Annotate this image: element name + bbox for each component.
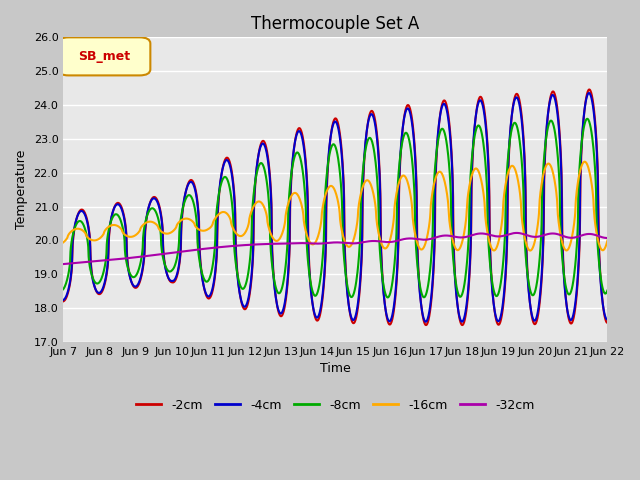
-16cm <box>540 173 547 179</box>
Line: -4cm: -4cm <box>63 93 607 322</box>
-32cm <box>241 242 249 248</box>
-4cm <box>420 315 428 321</box>
-8cm <box>584 116 591 122</box>
-16cm <box>241 230 249 236</box>
-32cm <box>167 250 175 256</box>
-8cm <box>492 292 499 298</box>
-8cm <box>241 283 249 289</box>
Line: -32cm: -32cm <box>63 233 607 264</box>
-8cm <box>540 168 547 174</box>
Line: -8cm: -8cm <box>63 119 607 298</box>
-4cm <box>540 240 547 246</box>
-4cm <box>241 304 249 310</box>
X-axis label: Time: Time <box>320 362 351 375</box>
-4cm <box>60 297 67 303</box>
-2cm <box>167 279 175 285</box>
-32cm <box>513 230 520 236</box>
-2cm <box>586 86 593 92</box>
-16cm <box>527 248 534 253</box>
-2cm <box>60 299 67 304</box>
-32cm <box>491 233 499 239</box>
-16cm <box>180 216 188 222</box>
-32cm <box>180 248 188 254</box>
-2cm <box>420 317 428 323</box>
Y-axis label: Temperature: Temperature <box>15 150 28 229</box>
-4cm <box>180 196 188 202</box>
Legend: -2cm, -4cm, -8cm, -16cm, -32cm: -2cm, -4cm, -8cm, -16cm, -32cm <box>131 394 540 417</box>
-2cm <box>458 322 466 328</box>
-8cm <box>384 295 392 300</box>
-4cm <box>585 90 593 96</box>
-32cm <box>604 235 611 241</box>
-32cm <box>60 261 67 267</box>
-4cm <box>492 310 499 316</box>
-16cm <box>60 240 67 245</box>
-4cm <box>604 316 611 322</box>
-8cm <box>167 268 175 274</box>
-16cm <box>167 229 175 235</box>
-2cm <box>180 196 188 202</box>
-2cm <box>492 312 499 317</box>
-16cm <box>420 245 428 251</box>
-2cm <box>540 248 547 254</box>
-4cm <box>422 319 429 324</box>
-8cm <box>420 294 428 300</box>
-16cm <box>604 238 611 243</box>
-8cm <box>604 288 611 293</box>
-16cm <box>581 159 589 165</box>
Line: -2cm: -2cm <box>63 89 607 325</box>
Title: Thermocouple Set A: Thermocouple Set A <box>252 15 419 33</box>
Line: -16cm: -16cm <box>63 162 607 251</box>
-32cm <box>540 233 547 239</box>
-32cm <box>420 237 428 242</box>
-4cm <box>167 278 175 284</box>
-8cm <box>60 286 67 292</box>
Text: SB_met: SB_met <box>78 50 130 63</box>
-2cm <box>241 306 249 312</box>
-16cm <box>491 247 499 253</box>
FancyBboxPatch shape <box>58 37 150 75</box>
-8cm <box>180 200 188 205</box>
-2cm <box>604 320 611 326</box>
